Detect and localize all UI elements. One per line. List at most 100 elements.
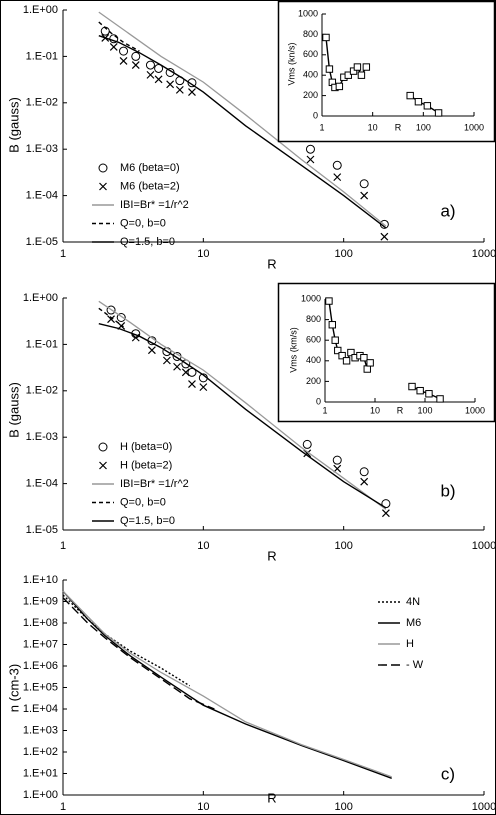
y-tick-label: 0 (313, 110, 318, 120)
x-tick-label: 1 (60, 801, 66, 813)
data-point (416, 386, 424, 395)
data-point (173, 362, 182, 371)
legend-label: H (beta=2) (120, 459, 172, 471)
data-point (147, 346, 156, 355)
panel-label: a) (440, 201, 455, 220)
y-tick-label: 1.E-01 (26, 338, 58, 350)
data-point (380, 232, 389, 241)
x-tick-label: 1 (319, 122, 324, 132)
legend-label: M6 (406, 617, 421, 629)
y-tick-label: 1.E+00 (23, 789, 58, 801)
data-point (146, 70, 155, 79)
data-point (302, 439, 312, 449)
panel-chart: 1.E+10 1.E+09 1.E+08 1.E+07 1.E+06 1.E+05 1.E+… (6, 574, 496, 813)
data-point (434, 109, 443, 117)
legend-label: H (406, 638, 414, 650)
y-axis-title: B (gauss) (6, 97, 21, 153)
data-point (353, 63, 362, 71)
y-tick-label: 800 (303, 29, 318, 39)
x-tick-label: 1000 (472, 248, 496, 260)
data-point (359, 179, 369, 189)
series-line (62, 597, 215, 710)
data-point (366, 359, 374, 367)
data-point (359, 467, 369, 477)
legend-label: 4N (406, 596, 420, 608)
panel-chart: 1.E+001.E-011.E-021.E-031.E-041.E-051 10 1… (6, 4, 496, 272)
data-point (107, 315, 115, 324)
y-axis-title: Vms (km/s) (288, 327, 298, 373)
y-tick-label: 200 (303, 90, 318, 100)
data-point (332, 160, 342, 170)
data-point (162, 356, 171, 365)
y-tick-label: 1.E-01 (26, 50, 58, 62)
x-tick-label: 10 (197, 540, 209, 552)
data-point (305, 144, 315, 154)
data-point (119, 56, 128, 65)
y-tick-label: 600 (306, 335, 321, 345)
data-point (109, 43, 118, 51)
x-tick-label: 100 (334, 801, 352, 813)
data-point (332, 455, 342, 465)
data-point (408, 382, 416, 391)
x-axis-title: R (395, 122, 402, 132)
data-point (363, 365, 371, 373)
y-tick-label: 800 (306, 314, 321, 324)
y-tick-label: 1.E-02 (26, 385, 58, 397)
data-point (342, 357, 351, 365)
legend-label: M6 (beta=0) (120, 162, 180, 174)
x-tick-label: 10 (370, 405, 380, 415)
y-tick-label: 400 (303, 70, 318, 80)
legend-label: H (beta=0) (120, 441, 172, 453)
data-point (325, 297, 333, 305)
x-tick-label: 100 (334, 540, 352, 552)
data-point (131, 51, 141, 61)
data-point (106, 305, 116, 315)
legend-label: Q=1.5, b=0 (120, 236, 175, 248)
data-point (347, 348, 355, 357)
data-point (423, 102, 432, 110)
panel-label: c) (441, 764, 455, 783)
y-tick-label: 1.E+05 (23, 681, 58, 693)
y-tick-label: 0 (316, 396, 321, 406)
y-tick-label: 1.E-04 (26, 478, 58, 490)
data-point (188, 88, 196, 97)
legend-swatch (98, 163, 108, 173)
y-tick-label: 1.E+00 (23, 292, 58, 304)
data-point (381, 509, 390, 518)
y-tick-label: 1.E-04 (26, 190, 58, 202)
data-point (175, 85, 184, 94)
data-point (414, 98, 423, 106)
y-tick-label: 1.E-03 (26, 143, 58, 155)
series-line (98, 11, 387, 227)
legend-swatch (99, 461, 107, 470)
x-axis-title: R (267, 790, 276, 805)
y-tick-label: 1.E+02 (23, 746, 58, 758)
y-tick-label: 1000 (298, 8, 318, 18)
x-tick-label: 1000 (465, 405, 485, 415)
x-tick-label: 1000 (464, 122, 484, 132)
legend-label: Q=1.5, b=0 (120, 515, 175, 527)
y-tick-label: 1.E-05 (26, 236, 58, 248)
y-tick-label: 1.E-02 (26, 97, 58, 109)
y-axis-title: n (cm-3) (6, 664, 21, 712)
x-tick-label: 1000 (472, 801, 496, 813)
y-tick-label: 1.E+01 (23, 767, 58, 779)
data-point (325, 65, 334, 73)
inset-chart: 0 200 400 600 800 1000 1 10 100 1000 R Vms (km/s) (277, 282, 496, 423)
data-point (154, 75, 163, 84)
y-tick-label: 600 (303, 49, 318, 59)
series-line (411, 385, 441, 400)
legend-label: IBI=Br* =1/r^2 (120, 199, 189, 211)
data-point (131, 61, 140, 70)
data-point (331, 336, 339, 344)
x-tick-label: 10 (197, 248, 209, 260)
y-tick-label: 1.E-05 (26, 524, 58, 536)
legend-label: Q=0, b=0 (120, 496, 166, 508)
y-tick-label: 1.E+10 (23, 574, 58, 586)
legend-label: - W (406, 659, 424, 671)
data-point (344, 71, 352, 79)
data-point (188, 380, 196, 388)
x-axis-title: R (267, 256, 276, 271)
series-line (98, 21, 140, 52)
